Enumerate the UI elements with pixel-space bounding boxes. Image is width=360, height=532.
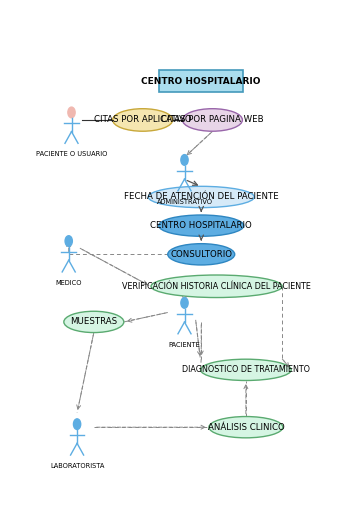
Text: ADMINISTRATIVO: ADMINISTRATIVO bbox=[157, 199, 212, 205]
Ellipse shape bbox=[64, 311, 124, 332]
Text: LABORATORISTA: LABORATORISTA bbox=[50, 463, 104, 469]
Text: CENTRO HOSPITALARIO: CENTRO HOSPITALARIO bbox=[150, 221, 252, 230]
Ellipse shape bbox=[148, 186, 254, 207]
Text: CENTRO HOSPITALARIO: CENTRO HOSPITALARIO bbox=[141, 77, 261, 86]
Ellipse shape bbox=[159, 215, 244, 236]
Text: ANÁLISIS CLINICO: ANÁLISIS CLINICO bbox=[207, 423, 284, 431]
Text: PACIENTE: PACIENTE bbox=[168, 342, 201, 348]
Text: CONSULTORIO: CONSULTORIO bbox=[170, 250, 232, 259]
Text: MUESTRAS: MUESTRAS bbox=[70, 318, 117, 327]
Circle shape bbox=[181, 297, 188, 308]
Ellipse shape bbox=[201, 359, 291, 380]
Text: MEDICO: MEDICO bbox=[55, 280, 82, 286]
Text: VERIFICACIÓN HISTORIA CLÍNICA DEL PACIENTE: VERIFICACIÓN HISTORIA CLÍNICA DEL PACIEN… bbox=[122, 282, 311, 291]
Ellipse shape bbox=[209, 417, 283, 438]
FancyBboxPatch shape bbox=[159, 70, 243, 92]
Text: CITAS POR PAGINA WEB: CITAS POR PAGINA WEB bbox=[161, 115, 264, 124]
Ellipse shape bbox=[151, 275, 282, 297]
Circle shape bbox=[68, 107, 75, 118]
Text: CITAS POR APLICATIVO: CITAS POR APLICATIVO bbox=[94, 115, 192, 124]
Circle shape bbox=[73, 419, 81, 429]
Ellipse shape bbox=[168, 244, 235, 265]
Circle shape bbox=[181, 155, 188, 165]
Ellipse shape bbox=[113, 109, 173, 131]
Ellipse shape bbox=[183, 109, 242, 131]
Text: PACIENTE O USUARIO: PACIENTE O USUARIO bbox=[36, 151, 107, 157]
Text: FECHA DE ATENCIÓN DEL PACIENTE: FECHA DE ATENCIÓN DEL PACIENTE bbox=[124, 193, 279, 202]
Circle shape bbox=[65, 236, 72, 246]
Text: DIAGNOSTICO DE TRATAMIENTO: DIAGNOSTICO DE TRATAMIENTO bbox=[182, 365, 310, 375]
